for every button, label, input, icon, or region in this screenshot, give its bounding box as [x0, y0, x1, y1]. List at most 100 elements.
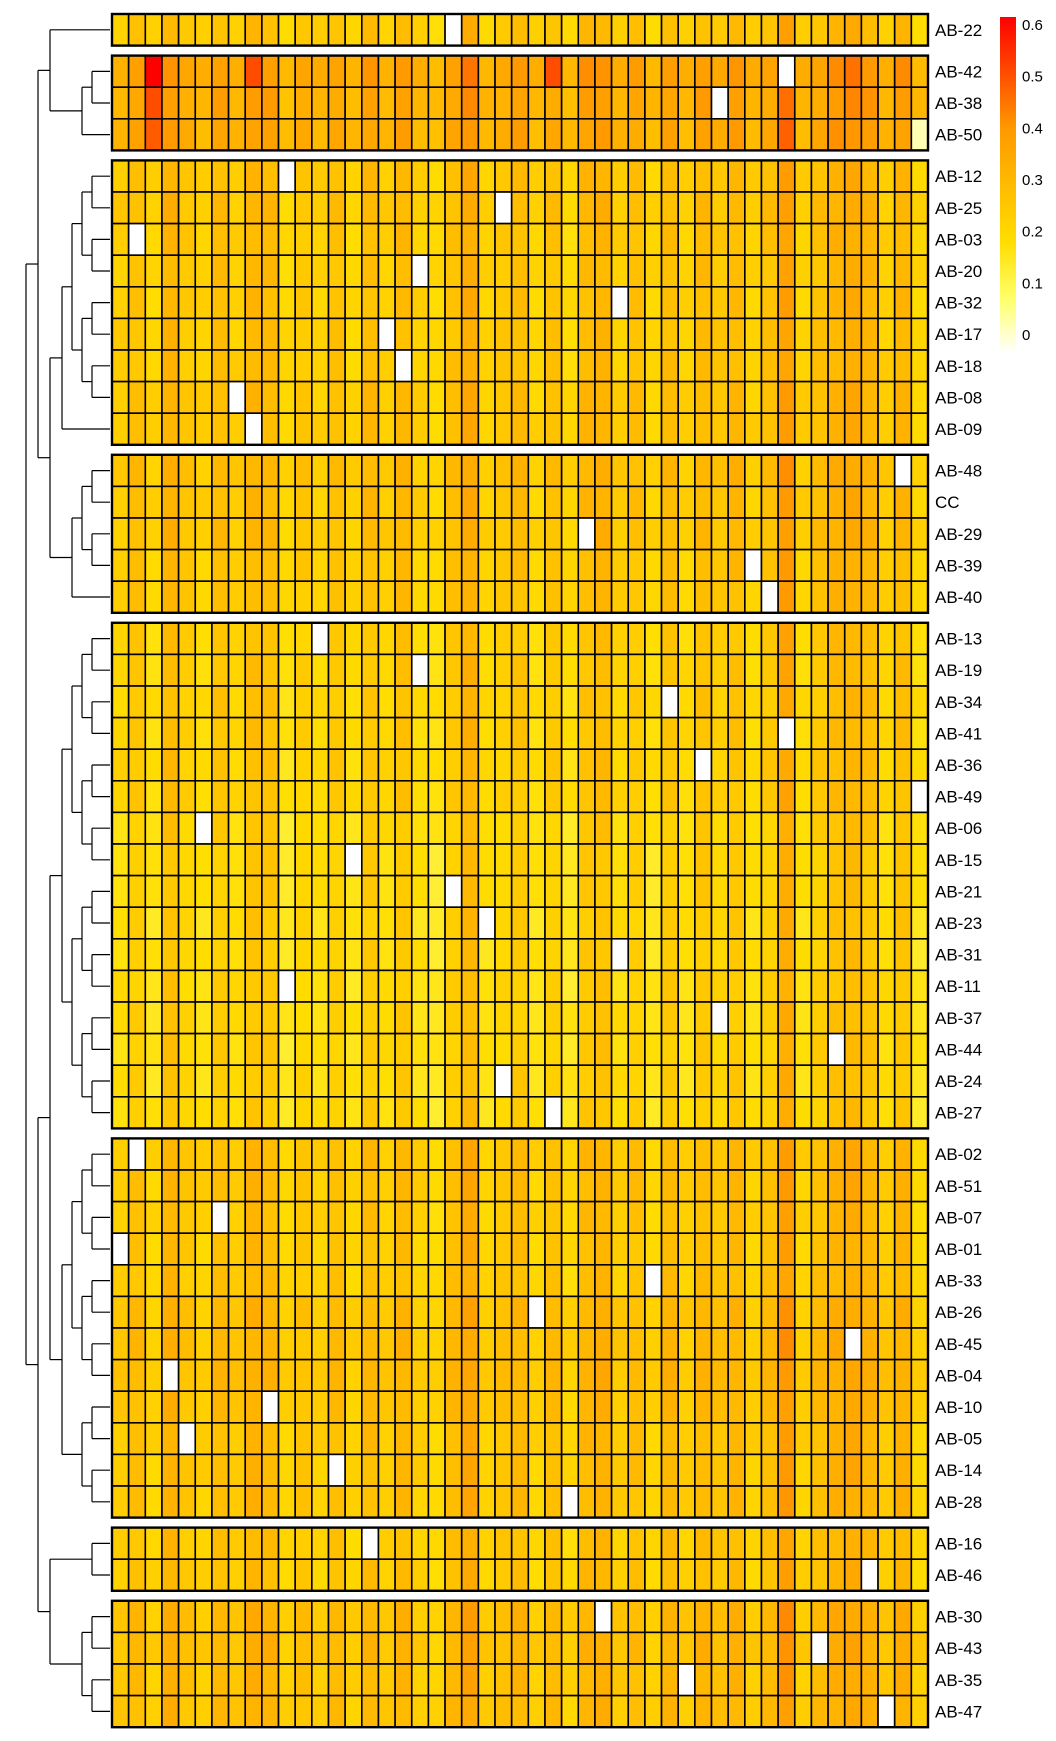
heatmap-cell — [610, 1264, 630, 1298]
heatmap-cell — [627, 349, 646, 383]
heatmap-cell — [261, 1032, 280, 1066]
heatmap-cell — [410, 1600, 430, 1634]
heatmap-cell — [610, 1327, 630, 1361]
heatmap-cell — [777, 191, 796, 225]
heatmap-cell — [177, 1137, 197, 1171]
heatmap-cell — [577, 222, 596, 257]
heatmap-cell — [810, 1137, 829, 1171]
heatmap-cell — [627, 1001, 646, 1035]
heatmap-cell — [227, 1001, 247, 1035]
heatmap-cell — [893, 1032, 913, 1066]
heatmap-cell — [793, 191, 813, 225]
heatmap-cell — [194, 621, 213, 656]
heatmap-cell — [177, 685, 197, 719]
heatmap-cell — [344, 412, 363, 446]
heatmap-cell — [677, 380, 696, 415]
heatmap-cell — [144, 548, 163, 582]
heatmap-cell — [827, 1485, 846, 1519]
heatmap-cell — [111, 1526, 130, 1560]
heatmap-cell — [544, 254, 563, 288]
heatmap-cell — [127, 1558, 147, 1592]
heatmap-cell — [394, 1064, 413, 1098]
heatmap-cell — [627, 380, 646, 415]
heatmap-cell — [294, 1600, 313, 1634]
heatmap-cell — [594, 1453, 613, 1487]
heatmap-cell — [877, 317, 896, 351]
heatmap-cell — [710, 380, 729, 415]
heatmap-cell — [727, 1264, 746, 1298]
heatmap-cell — [477, 779, 496, 814]
heatmap-cell — [560, 685, 580, 719]
heatmap-cell — [261, 1264, 280, 1298]
heatmap-cell — [810, 86, 829, 120]
heatmap-cell — [694, 54, 713, 88]
heatmap-cell — [910, 716, 929, 750]
heatmap-cell — [494, 1001, 513, 1035]
heatmap-cell — [910, 285, 929, 320]
heatmap-cell — [177, 1390, 197, 1424]
heatmap-cell — [261, 1200, 280, 1234]
heatmap-cell — [577, 811, 596, 845]
heatmap-cell — [660, 1327, 679, 1361]
heatmap-cell — [577, 1485, 596, 1519]
heatmap-cell — [527, 1264, 546, 1298]
heatmap-cell — [494, 54, 513, 88]
heatmap-cell — [560, 843, 580, 877]
heatmap-cell — [161, 1631, 180, 1665]
heatmap-cell — [127, 54, 147, 88]
heatmap-cell — [777, 1327, 796, 1361]
heatmap-cell — [544, 1001, 563, 1035]
heatmap-cell — [277, 254, 296, 288]
heatmap-cell — [660, 1358, 679, 1392]
heatmap-cell — [227, 811, 247, 845]
heatmap-cell — [127, 1663, 147, 1697]
heatmap-cell — [910, 779, 929, 814]
heatmap-cell — [510, 1064, 530, 1098]
heatmap-cell — [377, 1694, 396, 1728]
heatmap-cell — [610, 874, 630, 908]
heatmap-cell — [610, 653, 630, 687]
heatmap-cell — [710, 254, 729, 288]
heatmap-cell — [877, 1663, 896, 1697]
heatmap-cell — [410, 1232, 430, 1266]
heatmap-cell — [510, 1232, 530, 1266]
heatmap-cell — [344, 937, 363, 972]
heatmap-cell — [261, 653, 280, 687]
heatmap-cell — [444, 685, 463, 719]
heatmap-cell — [327, 874, 346, 908]
heatmap-cell — [510, 1485, 530, 1519]
heatmap-cell — [810, 1358, 829, 1392]
heatmap-cell — [893, 1663, 913, 1697]
heatmap-cell — [560, 779, 580, 814]
heatmap-cell — [760, 1096, 779, 1130]
row-label: AB-19 — [935, 661, 982, 680]
heatmap-cell — [494, 779, 513, 814]
heatmap-cell — [127, 1485, 147, 1519]
heatmap-cell — [477, 843, 496, 877]
heatmap-cell — [494, 1169, 513, 1203]
heatmap-cell — [893, 1694, 913, 1728]
heatmap-cell — [677, 874, 696, 908]
heatmap-cell — [527, 1137, 546, 1171]
heatmap-cell — [444, 412, 463, 446]
heatmap-cell — [394, 1526, 413, 1560]
heatmap-cell — [227, 779, 247, 814]
heatmap-cell — [477, 1485, 496, 1519]
heatmap-cell — [577, 621, 596, 656]
heatmap-cell — [477, 380, 496, 415]
heatmap-cell — [827, 779, 846, 814]
heatmap-cell — [211, 779, 230, 814]
heatmap-cell — [144, 13, 163, 47]
heatmap-cell — [327, 1064, 346, 1098]
heatmap-cell — [427, 517, 446, 551]
heatmap-cell — [860, 716, 879, 750]
cluster-frame — [110, 1526, 930, 1592]
heatmap-cell — [111, 118, 130, 152]
heatmap-cell — [760, 1631, 779, 1665]
heatmap-cell — [111, 1453, 130, 1487]
heatmap-cell — [510, 621, 530, 656]
heatmap-cell — [261, 1453, 280, 1487]
row-label: AB-27 — [935, 1104, 982, 1123]
heatmap-cell — [410, 517, 430, 551]
heatmap-cell — [294, 969, 313, 1003]
